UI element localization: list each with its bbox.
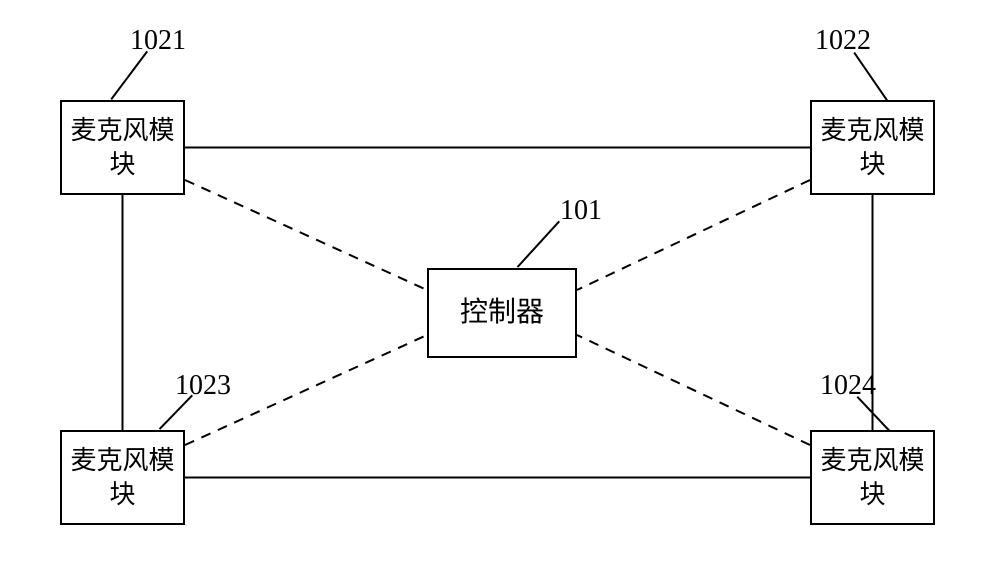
ref-label-101: 101 — [560, 195, 602, 227]
mic-module-top-left: 麦克风模块 — [60, 100, 185, 195]
mic-module-bottom-left: 麦克风模块 — [60, 430, 185, 525]
controller-box: 控制器 — [427, 268, 577, 358]
mic-module-top-right: 麦克风模块 — [810, 100, 935, 195]
mic-module-label: 麦克风模块 — [62, 114, 183, 182]
mic-module-label: 麦克风模块 — [812, 444, 933, 512]
mic-module-label: 麦克风模块 — [812, 114, 933, 182]
block-diagram: 控制器 麦克风模块 麦克风模块 麦克风模块 麦克风模块 101 1021 102… — [0, 0, 1000, 580]
ref-label-1021: 1021 — [130, 25, 186, 57]
ref-label-1022: 1022 — [815, 25, 871, 57]
controller-label: 控制器 — [460, 295, 544, 331]
ref-label-1023: 1023 — [175, 370, 231, 402]
mic-module-bottom-right: 麦克风模块 — [810, 430, 935, 525]
ref-label-1024: 1024 — [820, 370, 876, 402]
mic-module-label: 麦克风模块 — [62, 444, 183, 512]
